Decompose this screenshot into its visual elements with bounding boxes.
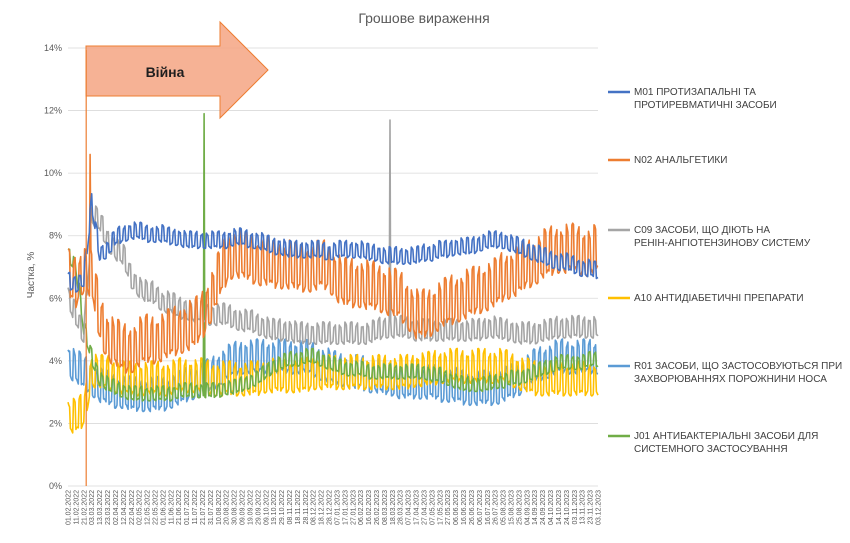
x-tick-label: 28.12.2022 — [327, 490, 334, 525]
legend-entry: M01 ПРОТИЗАПАЛЬНІ ТА ПРОТИРЕВМАТИЧНІ ЗАСО… — [634, 87, 777, 111]
legend-entry: A10 АНТИДІАБЕТИЧНІ ПРЕПАРАТИ — [634, 293, 804, 304]
x-axis: 01.02.2022 11.02.2022 21.02.2022 03.03.2022… — [66, 490, 603, 525]
x-tick-label: 18.12.2022 — [319, 490, 326, 525]
x-tick-label: 29.09.2022 — [255, 490, 262, 525]
war-arrow-shape — [85, 20, 269, 120]
x-tick-label: 06.02.2023 — [358, 490, 365, 525]
x-tick-label: 16.07.2023 — [485, 490, 492, 525]
x-tick-label: 03.11.2023 — [572, 490, 579, 525]
x-tick-label: 11.07.2022 — [192, 490, 199, 525]
x-tick-label: 23.11.2023 — [588, 490, 595, 525]
series-lines — [67, 112, 599, 434]
x-tick-label: 02.05.2022 — [137, 490, 144, 525]
x-tick-label: 13.11.2023 — [580, 490, 587, 525]
x-tick-label: 19.09.2022 — [247, 490, 254, 525]
war-annotation: Війна — [85, 20, 269, 120]
x-tick-label: 01.06.2022 — [160, 490, 167, 525]
y-tick-label: 4% — [49, 356, 62, 366]
legend-entry: N02 АНАЛЬГЕТИКИ — [634, 155, 727, 166]
x-tick-label: 15.08.2023 — [508, 490, 515, 525]
x-tick-label: 16.02.2023 — [366, 490, 373, 525]
y-tick-label: 0% — [49, 481, 62, 491]
x-tick-label: 11.06.2022 — [168, 490, 175, 525]
y-tick-label: 12% — [44, 106, 62, 116]
legend-entry: J01 АНТИБАКТЕРІАЛЬНІ ЗАСОБИ ДЛЯ СИСТЕМНОГ… — [634, 431, 818, 455]
y-tick-label: 8% — [49, 231, 62, 241]
series-line — [67, 119, 599, 345]
x-tick-label: 19.10.2022 — [271, 490, 278, 525]
x-tick-label: 08.11.2022 — [287, 490, 294, 525]
x-tick-label: 13.03.2022 — [97, 490, 104, 525]
x-tick-label: 27.01.2023 — [350, 490, 357, 525]
x-tick-label: 17.01.2023 — [342, 490, 349, 525]
x-tick-label: 28.03.2023 — [398, 490, 405, 525]
x-tick-label: 07.05.2023 — [429, 490, 436, 525]
x-tick-label: 05.08.2023 — [501, 490, 508, 525]
x-tick-label: 04.10.2023 — [548, 490, 555, 525]
x-tick-label: 21.07.2022 — [200, 490, 207, 525]
x-tick-label: 06.07.2023 — [477, 490, 484, 525]
x-tick-label: 21.06.2022 — [176, 490, 183, 525]
x-tick-label: 27.05.2023 — [445, 490, 452, 525]
x-tick-label: 29.10.2022 — [279, 490, 286, 525]
x-tick-label: 17.05.2023 — [437, 490, 444, 525]
x-tick-label: 30.08.2022 — [232, 490, 239, 525]
x-tick-label: 25.08.2023 — [516, 490, 523, 525]
x-tick-label: 26.02.2023 — [374, 490, 381, 525]
x-tick-label: 09.10.2022 — [263, 490, 270, 525]
series-line — [67, 193, 599, 293]
x-tick-label: 12.04.2022 — [121, 490, 128, 525]
x-tick-label: 26.06.2023 — [469, 490, 476, 525]
x-tick-label: 06.06.2023 — [453, 490, 460, 525]
x-tick-label: 23.03.2022 — [105, 490, 112, 525]
x-tick-label: 20.08.2022 — [224, 490, 231, 525]
x-tick-label: 27.04.2023 — [421, 490, 428, 525]
x-tick-label: 31.07.2022 — [208, 490, 215, 525]
x-tick-label: 04.09.2023 — [524, 490, 531, 525]
x-tick-label: 01.07.2022 — [184, 490, 191, 525]
y-tick-label: 10% — [44, 168, 62, 178]
x-tick-label: 18.11.2022 — [295, 490, 302, 525]
x-tick-label: 14.09.2023 — [532, 490, 539, 525]
series-line — [68, 153, 599, 374]
y-tick-label: 6% — [49, 293, 62, 303]
x-tick-label: 14.10.2023 — [556, 490, 563, 525]
x-tick-label: 03.12.2023 — [596, 490, 603, 525]
x-tick-label: 16.06.2023 — [461, 490, 468, 525]
y-axis: 0% 2% 4% 6% 8% 10% 12% 14% — [44, 43, 62, 491]
y-tick-label: 2% — [49, 418, 62, 428]
x-tick-label: 11.02.2022 — [73, 490, 80, 525]
x-tick-label: 10.08.2022 — [216, 490, 223, 525]
x-tick-label: 22.05.2022 — [153, 490, 160, 525]
x-tick-label: 17.04.2023 — [414, 490, 421, 525]
legend-entry: C09 ЗАСОБИ, ЩО ДІЮТЬ НА РЕНІН-АНГІОТЕНЗИН… — [634, 225, 811, 249]
x-tick-label: 28.11.2022 — [303, 490, 310, 525]
x-tick-label: 08.12.2022 — [311, 490, 318, 525]
x-tick-label: 09.09.2022 — [240, 490, 247, 525]
war-label: Війна — [146, 64, 185, 80]
x-tick-label: 21.02.2022 — [81, 490, 88, 525]
y-tick-label: 14% — [44, 43, 62, 53]
x-tick-label: 01.02.2022 — [66, 490, 73, 525]
series-line — [67, 112, 599, 402]
x-tick-label: 26.07.2023 — [493, 490, 500, 525]
x-tick-label: 24.09.2023 — [540, 490, 547, 525]
x-tick-label: 18.03.2023 — [390, 490, 397, 525]
x-tick-label: 07.01.2023 — [334, 490, 341, 525]
legend: M01 ПРОТИЗАПАЛЬНІ ТА ПРОТИРЕВМАТИЧНІ ЗАСО… — [608, 87, 842, 455]
x-tick-label: 12.05.2022 — [145, 490, 152, 525]
chart-title: Грошове вираження — [358, 10, 489, 26]
x-tick-label: 07.04.2023 — [406, 490, 413, 525]
x-tick-label: 24.10.2023 — [564, 490, 571, 525]
x-tick-label: 22.04.2022 — [129, 490, 136, 525]
x-tick-label: 02.04.2022 — [113, 490, 120, 525]
y-axis-label: Частка, % — [26, 252, 37, 299]
x-tick-label: 03.03.2022 — [89, 490, 96, 525]
legend-entry: R01 ЗАСОБИ, ЩО ЗАСТОСОВУЮТЬСЯ ПРИ ЗАХВОРЮ… — [634, 361, 842, 385]
x-tick-label: 08.03.2023 — [382, 490, 389, 525]
